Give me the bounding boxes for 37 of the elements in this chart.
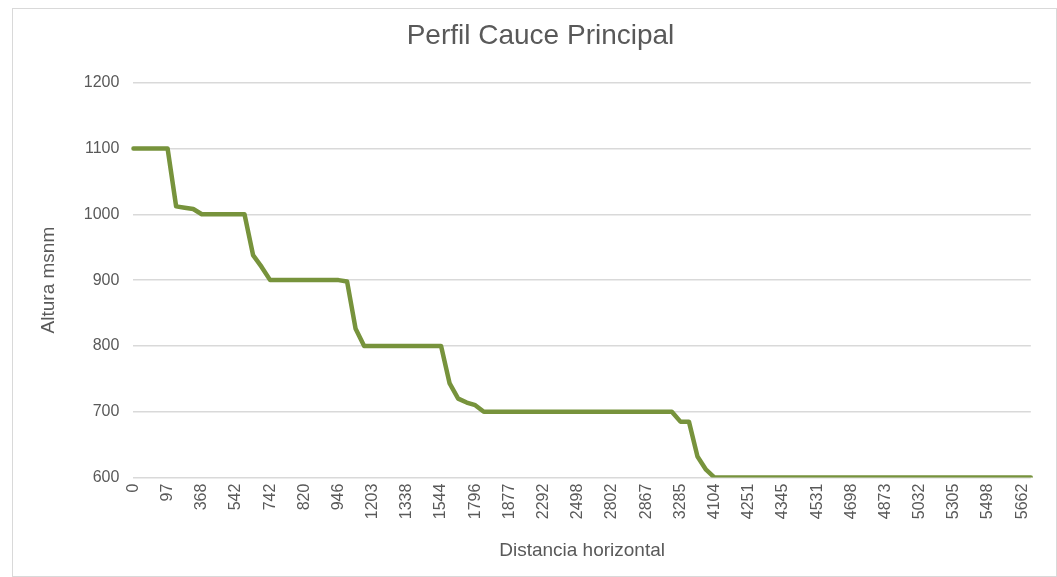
x-tick-label: 2292: [534, 483, 552, 520]
x-tick-label: 1796: [465, 483, 483, 520]
x-tick-label: 4873: [875, 483, 893, 520]
x-axis-title: Distancia horizontal: [499, 538, 665, 560]
y-tick-label: 600: [92, 468, 120, 486]
x-tick-label: 4345: [773, 483, 791, 520]
x-tick-label: 4104: [704, 483, 722, 520]
x-tick-label: 2802: [602, 483, 620, 520]
x-tick-label: 542: [226, 483, 244, 511]
x-tick-label: 0: [123, 483, 141, 493]
y-tick-label: 1000: [83, 204, 120, 222]
y-tick-label: 700: [92, 402, 120, 420]
x-tick-label: 1877: [499, 483, 517, 520]
x-tick-label: 1544: [431, 483, 449, 520]
x-tick-label: 4698: [841, 483, 859, 520]
x-tick-label: 742: [260, 483, 278, 511]
x-tick-label: 2867: [636, 483, 654, 520]
x-tick-label: 5032: [910, 483, 928, 520]
y-axis-title: Altura msnm: [36, 226, 58, 334]
x-tick-label: 5305: [944, 483, 962, 520]
chart-title: Perfil Cauce Principal: [406, 18, 675, 50]
y-tick-label: 900: [92, 270, 120, 288]
y-tick-label: 1200: [83, 73, 120, 91]
x-tick-label: 97: [157, 483, 175, 502]
x-tick-label: 2498: [568, 483, 586, 520]
x-tick-label: 4251: [739, 483, 757, 520]
y-tick-label: 800: [92, 336, 120, 354]
x-tick-label: 1338: [397, 483, 415, 520]
x-tick-label: 1203: [363, 483, 381, 520]
x-tick-label: 4531: [807, 483, 825, 520]
y-tick-label: 1100: [84, 138, 120, 156]
x-tick-label: 368: [192, 483, 210, 511]
x-tick-label: 3285: [670, 483, 688, 520]
x-tick-label: 820: [294, 483, 312, 511]
x-tick-label: 5498: [978, 483, 996, 520]
x-tick-label: 5662: [1012, 483, 1030, 520]
x-tick-label: 946: [328, 483, 346, 511]
